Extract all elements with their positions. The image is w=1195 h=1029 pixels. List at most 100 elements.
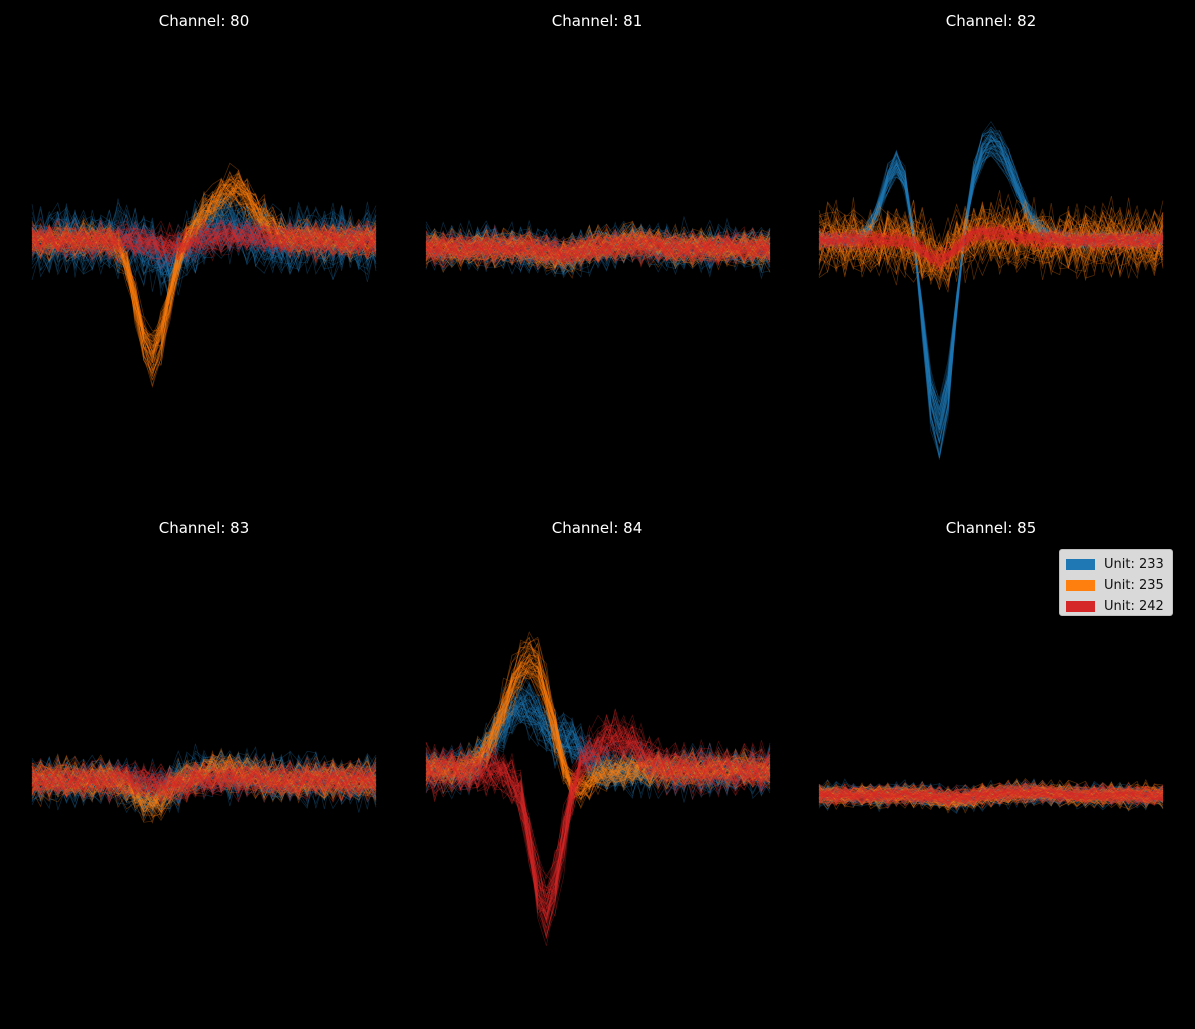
waveform-unit-233-ch85 [818, 779, 1164, 810]
waveform-unit-242-ch81 [425, 228, 771, 270]
waveform-unit-242-ch80 [31, 223, 377, 259]
waveform-unit-233-ch85 [818, 784, 1164, 806]
waveform-unit-242-ch85 [818, 783, 1164, 804]
waveform-unit-242-ch83 [31, 760, 377, 801]
legend-entry-unit-242: Unit: 242 [1066, 596, 1172, 617]
waveform-unit-233-ch83 [31, 756, 377, 808]
waveform-unit-235-ch80 [31, 188, 377, 364]
waveform-unit-233-ch82 [818, 146, 1164, 417]
waveform-unit-233-ch81 [425, 223, 771, 268]
waveform-unit-235-ch80 [31, 189, 377, 347]
waveform-unit-235-ch81 [425, 225, 771, 271]
waveform-unit-242-ch83 [31, 766, 377, 797]
waveform-unit-235-ch80 [31, 184, 377, 349]
waveform-unit-242-ch85 [818, 786, 1164, 807]
waveform-unit-242-ch80 [31, 221, 377, 258]
waveform-unit-242-ch82 [818, 222, 1164, 259]
waveform-unit-233-ch84 [425, 698, 771, 800]
waveform-unit-235-ch81 [425, 224, 771, 272]
waveform-unit-235-ch81 [425, 230, 771, 269]
waveform-unit-233-ch83 [31, 749, 377, 813]
waveform-unit-242-ch80 [31, 223, 377, 259]
waveform-unit-235-ch85 [818, 779, 1164, 812]
waveform-unit-233-ch83 [31, 755, 377, 805]
waveform-unit-233-ch82 [818, 135, 1164, 431]
waveform-unit-235-ch83 [31, 759, 377, 805]
waveform-unit-235-ch80 [31, 162, 377, 374]
waveform-unit-242-ch82 [818, 224, 1164, 269]
waveform-unit-233-ch80 [31, 210, 377, 270]
waveform-unit-233-ch81 [425, 222, 771, 271]
waveform-unit-233-ch85 [818, 778, 1164, 813]
waveform-unit-233-ch85 [818, 785, 1164, 809]
waveform-unit-235-ch83 [31, 753, 377, 808]
waveform-unit-242-ch84 [425, 734, 771, 889]
waveform-unit-242-ch80 [31, 218, 377, 262]
waveform-unit-235-ch82 [818, 197, 1164, 278]
waveform-unit-233-ch82 [818, 142, 1164, 430]
waveform-unit-233-ch85 [818, 780, 1164, 809]
waveform-unit-242-ch85 [818, 780, 1164, 805]
waveform-unit-242-ch84 [425, 729, 771, 894]
waveform-unit-233-ch84 [425, 709, 771, 791]
waveform-unit-242-ch83 [31, 762, 377, 802]
waveform-unit-235-ch83 [31, 749, 377, 808]
waveform-unit-235-ch85 [818, 783, 1164, 811]
waveform-unit-233-ch85 [818, 778, 1164, 809]
waveform-unit-233-ch80 [31, 192, 377, 288]
waveform-unit-233-ch83 [31, 753, 377, 814]
waveform-unit-235-ch85 [818, 778, 1164, 810]
waveform-unit-242-ch81 [425, 230, 771, 267]
waveform-unit-242-ch83 [31, 760, 377, 797]
waveform-unit-233-ch85 [818, 780, 1163, 808]
waveform-unit-242-ch85 [818, 783, 1164, 807]
waveform-unit-235-ch80 [31, 178, 377, 371]
waveform-unit-242-ch82 [818, 228, 1164, 262]
waveform-unit-233-ch81 [425, 221, 771, 270]
waveform-unit-235-ch82 [818, 201, 1164, 279]
waveform-unit-235-ch80 [31, 182, 377, 339]
waveform-unit-235-ch83 [31, 760, 377, 817]
waveform-unit-235-ch83 [31, 753, 377, 808]
waveform-unit-242-ch83 [31, 761, 377, 801]
waveform-unit-242-ch83 [31, 758, 377, 800]
waveform-unit-242-ch80 [31, 230, 377, 261]
waveform-unit-233-ch84 [425, 681, 771, 791]
waveform-unit-233-ch81 [425, 225, 771, 273]
waveform-unit-235-ch81 [425, 230, 771, 266]
waveform-unit-233-ch81 [425, 227, 771, 275]
waveform-unit-242-ch84 [425, 739, 771, 891]
waveform-unit-242-ch83 [31, 755, 377, 803]
waveform-unit-233-ch84 [425, 708, 771, 794]
waveform-unit-242-ch83 [31, 764, 377, 795]
waveform-unit-242-ch81 [425, 229, 771, 266]
waveform-unit-235-ch84 [425, 651, 771, 796]
waveform-unit-235-ch82 [818, 209, 1164, 276]
waveform-unit-242-ch80 [31, 218, 377, 271]
waveform-unit-242-ch82 [818, 227, 1164, 258]
waveform-unit-242-ch85 [818, 782, 1164, 807]
waveform-unit-233-ch81 [425, 220, 771, 275]
waveform-unit-235-ch82 [818, 207, 1164, 281]
waveform-unit-235-ch83 [31, 757, 377, 808]
waveform-unit-235-ch84 [425, 662, 771, 799]
waveform-unit-235-ch81 [425, 228, 771, 263]
waveform-unit-235-ch80 [31, 184, 377, 372]
waveform-unit-242-ch84 [425, 726, 771, 909]
waveform-unit-233-ch84 [425, 688, 771, 795]
waveform-unit-235-ch84 [425, 660, 771, 786]
waveform-unit-242-ch85 [818, 784, 1164, 805]
waveform-unit-235-ch83 [31, 747, 377, 821]
waveform-unit-235-ch80 [31, 182, 377, 364]
waveform-unit-242-ch82 [818, 225, 1164, 256]
waveform-unit-233-ch80 [31, 200, 377, 287]
waveform-unit-242-ch81 [425, 227, 771, 259]
waveform-unit-235-ch81 [425, 224, 771, 263]
waveform-unit-233-ch80 [31, 197, 377, 279]
waveform-unit-235-ch82 [818, 208, 1164, 274]
waveform-unit-233-ch80 [31, 212, 377, 271]
waveform-unit-233-ch85 [818, 784, 1164, 810]
waveform-unit-235-ch84 [425, 636, 771, 794]
waveform-unit-235-ch84 [425, 654, 771, 787]
waveform-unit-242-ch83 [31, 754, 377, 797]
